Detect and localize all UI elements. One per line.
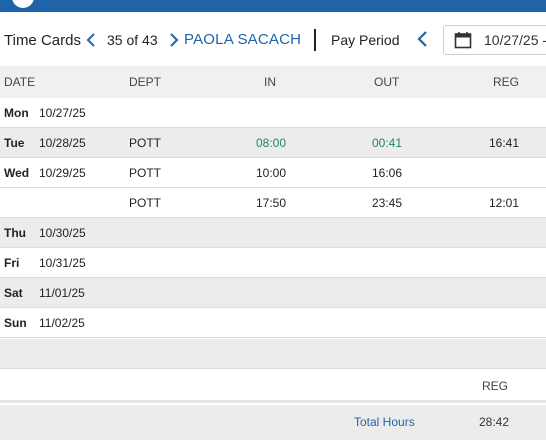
row-day: Sat: [4, 286, 23, 300]
row-date: 11/02/25: [39, 316, 85, 330]
top-app-bar: [0, 0, 546, 12]
row-date: 10/29/25: [39, 166, 86, 180]
row-day: Fri: [4, 256, 20, 270]
row-dept: POTT: [129, 196, 161, 210]
pay-period-picker[interactable]: 10/27/25 -: [443, 25, 546, 55]
chevron-right-icon: [170, 33, 179, 47]
table-row[interactable]: Wed 10/29/25 POTT 10:00 16:06: [0, 158, 546, 188]
row-date: 10/31/25: [39, 256, 86, 270]
row-date: 10/28/25: [39, 136, 86, 150]
table-row[interactable]: Fri 10/31/25: [0, 248, 546, 278]
row-reg: 16:41: [488, 136, 520, 150]
row-dept: POTT: [129, 136, 161, 150]
table-row[interactable]: Sat 11/01/25: [0, 278, 546, 308]
row-day: Sun: [4, 316, 27, 330]
column-header-in[interactable]: IN: [264, 75, 276, 89]
timecard-toolbar: Time Cards 35 of 43 PAOLA SACACH Pay Per…: [0, 12, 546, 66]
total-hours-label[interactable]: Total Hours: [354, 415, 415, 429]
pay-period-date: 10/27/25 -: [484, 32, 546, 48]
toolbar-divider: [314, 29, 316, 51]
next-employee-button[interactable]: [166, 30, 182, 50]
row-reg: 12:01: [488, 196, 520, 210]
previous-period-button[interactable]: [414, 29, 430, 49]
row-date: 10/30/25: [39, 226, 86, 240]
row-in[interactable]: 17:50: [255, 196, 287, 210]
row-day: Tue: [4, 136, 25, 150]
employee-counter: 35 of 43: [107, 32, 158, 48]
row-day: Wed: [4, 166, 30, 180]
table-row[interactable]: Mon 10/27/25: [0, 98, 546, 128]
totals-row: Total Hours 28:42: [0, 405, 546, 440]
row-day: Mon: [4, 106, 29, 120]
row-dept: POTT: [129, 166, 161, 180]
totals-header: REG: [0, 369, 546, 403]
totals-column-header-reg: REG: [482, 379, 509, 393]
grid-header: DATE DEPT IN OUT REG: [0, 66, 546, 98]
column-header-out[interactable]: OUT: [374, 75, 400, 89]
page-title: Time Cards: [4, 32, 81, 49]
pay-period-label: Pay Period: [331, 32, 400, 48]
employee-name-link[interactable]: PAOLA SACACH: [184, 31, 302, 48]
calendar-icon: [454, 32, 472, 49]
table-row[interactable]: Thu 10/30/25: [0, 218, 546, 248]
row-out[interactable]: 23:45: [371, 196, 403, 210]
previous-employee-button[interactable]: [83, 30, 99, 50]
table-row[interactable]: Tue 10/28/25 POTT 08:00 00:41 16:41: [0, 128, 546, 158]
chevron-left-icon: [417, 31, 427, 47]
total-hours-reg: 28:42: [479, 415, 510, 429]
row-out[interactable]: 16:06: [371, 166, 403, 180]
row-in[interactable]: 08:00: [255, 136, 287, 150]
chevron-left-icon: [86, 33, 95, 47]
row-in[interactable]: 10:00: [255, 166, 287, 180]
table-row[interactable]: POTT 17:50 23:45 12:01: [0, 188, 546, 218]
column-header-reg[interactable]: REG: [493, 75, 520, 89]
table-row[interactable]: Sun 11/02/25: [0, 308, 546, 338]
empty-row: [0, 339, 546, 369]
row-out[interactable]: 00:41: [371, 136, 403, 150]
row-date: 10/27/25: [39, 106, 86, 120]
column-header-date[interactable]: DATE: [4, 75, 36, 89]
app-logo: [12, 0, 34, 8]
row-date: 11/01/25: [39, 286, 85, 300]
row-day: Thu: [4, 226, 26, 240]
column-header-dept[interactable]: DEPT: [129, 75, 162, 89]
